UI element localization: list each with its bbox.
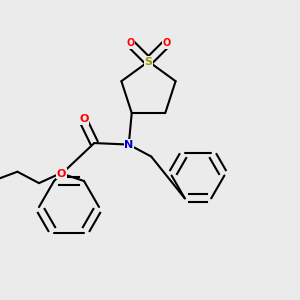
- Text: O: O: [79, 114, 88, 124]
- Text: O: O: [126, 38, 135, 49]
- Text: S: S: [145, 56, 152, 67]
- Text: O: O: [162, 38, 171, 49]
- Text: N: N: [124, 140, 134, 150]
- Text: O: O: [57, 169, 66, 178]
